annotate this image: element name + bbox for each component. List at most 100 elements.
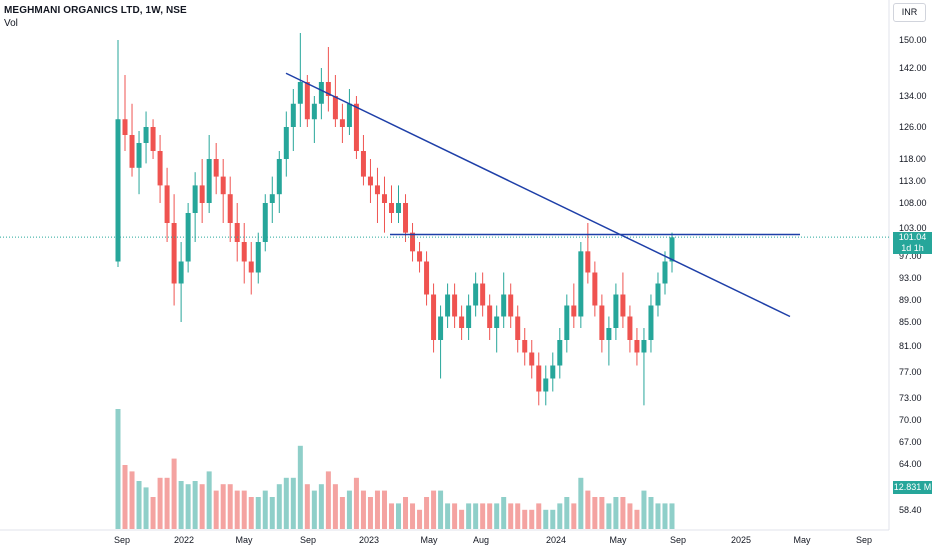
candle-body [374,185,380,195]
x-tick-label: 2022 [174,535,194,545]
candle-body [325,82,331,96]
y-tick-label: 142.00 [899,63,927,73]
volume-bar [283,477,289,529]
candle-body [311,103,317,120]
candle-body [150,127,156,151]
volume-bar [192,481,198,529]
x-tick-label: 2023 [359,535,379,545]
currency-selector[interactable]: INR [893,3,926,22]
volume-bar [634,509,640,529]
volume-bar [227,484,233,529]
candle-body [171,223,177,284]
volume-bar [466,503,472,529]
descending-trendline [285,72,791,318]
candle-body [318,82,324,104]
volume-bar [431,490,437,529]
volume-bar [585,490,591,529]
candle-body [346,103,352,127]
volume-bar [438,490,444,529]
symbol-title[interactable]: MEGHMANI ORGANICS LTD, 1W, NSE [4,5,187,16]
volume-bar [150,497,156,529]
volume-bar [529,509,535,529]
candle-body [367,176,373,186]
candle-body [466,305,472,328]
volume-bar [381,490,387,529]
volume-bar [550,509,556,529]
volume-bar [592,497,598,529]
candle-body [129,135,135,168]
candle-body [564,305,570,340]
candle-body [290,103,296,127]
candle-body [199,185,205,203]
candle-body [388,203,394,213]
volume-badge: 12.831 M [893,481,932,494]
volume-bar [655,503,661,529]
y-tick-label: 70.00 [899,415,922,425]
candle-body [662,261,668,284]
y-tick-label: 89.00 [899,295,922,305]
x-tick-label: Sep [856,535,872,545]
candle-body [227,194,233,223]
volume-bar [578,477,584,529]
candle-body [648,305,654,340]
candle-body [269,194,275,203]
y-tick-label: 77.00 [899,367,922,377]
volume-bar [599,497,605,529]
candle-body [501,294,507,317]
candle-body [515,316,521,340]
volume-bar [445,503,451,529]
volume-bar [620,497,626,529]
volume-bar [641,490,647,529]
y-tick-label: 67.00 [899,437,922,447]
candle-body [417,251,423,262]
candle-body [445,294,451,317]
volume-bar [213,490,219,529]
candle-body [627,316,633,340]
candle-body [206,159,212,203]
y-tick-label: 73.00 [899,393,922,403]
volume-bar [536,503,542,529]
candle-body [620,294,626,317]
candle-body [641,340,647,353]
volume-bar [269,497,275,529]
volume-bar [613,497,619,529]
y-tick-label: 58.40 [899,505,922,515]
volume-bar [311,490,317,529]
x-tick-label: 2024 [546,535,566,545]
candle-body [480,283,486,306]
y-tick-label: 150.00 [899,35,927,45]
x-tick-label: May [235,535,253,545]
volume-bar [662,503,668,529]
candle-body [122,119,128,135]
x-tick-label: Sep [300,535,316,545]
volume-bar [325,471,331,529]
candle-body [403,203,409,233]
chart-legend: MEGHMANI ORGANICS LTD, 1W, NSE Vol [4,4,187,30]
x-tick-label: May [793,535,811,545]
y-tick-label: 85.00 [899,317,922,327]
volume-bar [557,503,563,529]
last-price-value: 101.04 [898,232,927,242]
volume-indicator-label[interactable]: Vol [4,18,18,29]
volume-bar [459,509,465,529]
volume-bar [648,497,654,529]
y-tick-label: 126.00 [899,122,927,132]
candle-body [431,294,437,340]
candle-body [606,328,612,340]
candle-body [136,143,142,168]
volume-bar [367,497,373,529]
candle-body [669,237,675,262]
volume-bar [255,497,261,529]
x-tick-label: 2025 [731,535,751,545]
candle-body [332,96,338,120]
volume-bar [199,484,205,529]
volume-bar [304,484,310,529]
candle-body [360,151,366,177]
volume-bar [494,503,500,529]
volume-bar [543,509,549,529]
candle-body [157,151,163,186]
volume-bar [388,503,394,529]
candle-body [143,127,149,143]
volume-bar [122,465,128,529]
